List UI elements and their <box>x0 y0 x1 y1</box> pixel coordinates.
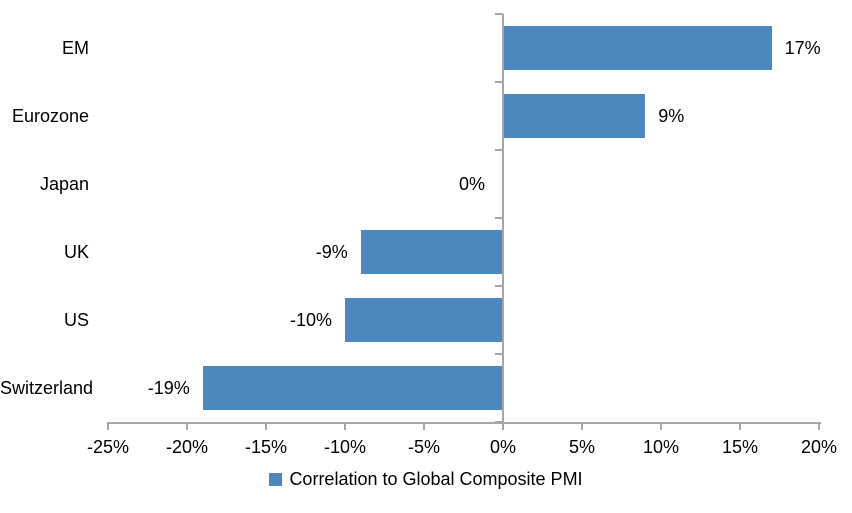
x-axis-tick <box>739 422 741 430</box>
y-axis-tick <box>495 81 503 83</box>
x-axis-tick <box>818 422 820 430</box>
x-axis-tick <box>107 422 109 430</box>
category-label-em: EM <box>62 38 89 58</box>
category-label-uk: UK <box>63 242 89 262</box>
bar-uk <box>360 230 503 274</box>
legend-label: Correlation to Global Composite PMI <box>289 469 583 489</box>
bar-switzerland <box>202 366 503 410</box>
legend-swatch-icon <box>269 472 283 486</box>
x-axis-tick-label: 0% <box>489 437 516 457</box>
legend: Correlation to Global Composite PMI <box>0 468 852 490</box>
x-axis-tick <box>265 422 267 430</box>
x-axis-tick-label: -25% <box>86 437 130 457</box>
x-axis-tick-label: -15% <box>244 437 288 457</box>
value-label-us: -10% <box>289 310 332 330</box>
x-axis-tick <box>186 422 188 430</box>
category-label-us: US <box>63 310 89 330</box>
y-axis-tick <box>495 149 503 151</box>
x-axis-tick-label: -5% <box>407 437 440 457</box>
x-axis-tick <box>581 422 583 430</box>
y-axis-tick <box>495 285 503 287</box>
bar-us <box>345 298 503 342</box>
x-axis-line <box>108 422 821 424</box>
x-axis-tick <box>502 422 504 430</box>
y-axis-tick <box>495 13 503 15</box>
x-axis-tick-label: 5% <box>568 437 595 457</box>
x-axis-tick <box>660 422 662 430</box>
bar-em <box>503 26 772 70</box>
y-axis-tick <box>495 353 503 355</box>
x-axis-tick-label: 20% <box>800 437 838 457</box>
category-label-japan: Japan <box>39 174 89 194</box>
category-label-switzerland: Switzerland <box>0 378 94 398</box>
bar-eurozone <box>503 94 646 138</box>
value-label-uk: -9% <box>315 242 348 262</box>
y-axis-tick <box>495 217 503 219</box>
x-axis-tick <box>344 422 346 430</box>
x-axis-tick-label: 15% <box>721 437 759 457</box>
category-label-eurozone: Eurozone <box>11 106 89 126</box>
value-label-em: 17% <box>784 38 821 58</box>
x-axis-tick <box>423 422 425 430</box>
value-label-japan: 0% <box>458 174 485 194</box>
x-axis-tick-label: -10% <box>323 437 367 457</box>
value-label-switzerland: -19% <box>147 378 190 398</box>
value-label-eurozone: 9% <box>658 106 685 126</box>
x-axis-tick-label: -20% <box>165 437 209 457</box>
x-axis-tick-label: 10% <box>642 437 680 457</box>
y-axis-line <box>502 14 504 422</box>
